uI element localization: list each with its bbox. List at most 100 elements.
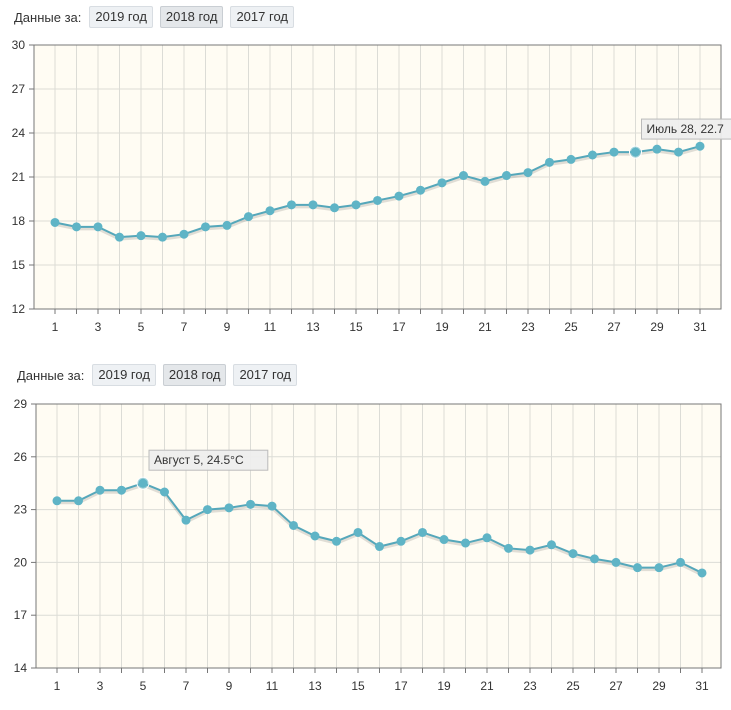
plot-area (36, 404, 721, 668)
year-button-2017[interactable]: 2017 год (230, 6, 294, 28)
data-point (330, 203, 339, 213)
data-point (523, 168, 533, 178)
data-for-label: Данные за: (17, 367, 85, 383)
data-point (416, 185, 425, 195)
year-button-2018[interactable]: 2018 год (159, 6, 224, 28)
data-point (611, 557, 621, 567)
data-point (181, 515, 191, 525)
data-point (504, 543, 513, 553)
data-point (588, 150, 597, 160)
data-point (697, 568, 707, 578)
x-tick-label: 11 (264, 320, 277, 334)
year-button-2018[interactable]: 2018 год (162, 364, 227, 386)
data-point (95, 485, 105, 495)
data-point (633, 563, 642, 573)
year-button-2017[interactable]: 2017 год (233, 364, 297, 386)
data-point (310, 531, 320, 541)
x-tick-label: 5 (140, 679, 147, 693)
data-point (93, 222, 103, 232)
highlighted-point (136, 476, 150, 490)
data-point (674, 147, 683, 157)
x-tick-label: 13 (306, 320, 320, 334)
y-tick-label: 26 (14, 450, 28, 464)
data-point (373, 195, 382, 205)
y-tick-label: 18 (12, 214, 26, 228)
data-point (201, 222, 210, 232)
data-point (265, 206, 275, 216)
data-point (566, 154, 576, 164)
year-button-2019[interactable]: 2019 год (89, 6, 153, 28)
highlighted-point (629, 145, 642, 159)
x-tick-label: 23 (523, 679, 537, 693)
x-tick-label: 29 (652, 679, 666, 693)
x-tick-label: 9 (224, 320, 231, 334)
x-tick-label: 1 (52, 320, 59, 334)
data-point (351, 200, 361, 210)
y-tick-label: 15 (12, 258, 26, 272)
data-point (52, 496, 62, 506)
y-tick-label: 12 (12, 302, 26, 316)
tooltip-box (148, 449, 269, 471)
data-point (375, 542, 384, 552)
x-tick-label: 7 (183, 679, 190, 693)
x-tick-label: 13 (308, 679, 322, 693)
data-point (353, 527, 363, 537)
data-point (222, 220, 232, 230)
tooltip-text: Август 5, 24.5°C (154, 453, 244, 467)
data-point (590, 554, 599, 564)
data-point (158, 232, 167, 242)
data-point (224, 503, 234, 513)
y-tick-label: 17 (14, 608, 28, 622)
data-point (654, 563, 664, 573)
data-point (545, 157, 554, 167)
x-tick-label: 31 (693, 320, 707, 334)
x-tick-label: 21 (480, 679, 494, 693)
y-tick-label: 23 (14, 503, 28, 517)
y-tick-label: 14 (14, 661, 28, 675)
x-tick-label: 19 (437, 679, 451, 693)
data-point (482, 533, 492, 543)
plot-border (35, 403, 722, 669)
x-tick-label: 11 (266, 679, 279, 693)
data-point (72, 222, 81, 232)
data-for-label: Данные за: (14, 9, 82, 25)
data-point (652, 144, 662, 154)
x-tick-label: 3 (95, 320, 102, 334)
x-tick-label: 15 (351, 679, 365, 693)
data-point (244, 212, 253, 222)
x-tick-label: 9 (226, 679, 233, 693)
data-point (568, 549, 578, 559)
data-point (50, 217, 60, 227)
data-point (418, 527, 427, 537)
y-tick-label: 30 (12, 38, 26, 52)
data-point (394, 191, 404, 201)
data-point (160, 487, 169, 497)
data-point (332, 536, 341, 546)
data-point (203, 505, 212, 515)
data-point (676, 557, 685, 567)
tooltip-text: Июль 28, 22.7 (647, 122, 725, 136)
data-point (502, 171, 511, 181)
x-tick-label: 25 (564, 320, 578, 334)
data-point (115, 232, 124, 242)
x-tick-label: 7 (181, 320, 188, 334)
y-tick-label: 20 (14, 555, 28, 569)
year-button-2019[interactable]: 2019 год (92, 364, 156, 386)
x-tick-label: 1 (54, 679, 61, 693)
x-tick-label: 27 (607, 320, 621, 334)
data-point (287, 200, 296, 210)
data-point (695, 141, 705, 151)
x-tick-label: 15 (349, 320, 363, 334)
data-point (117, 485, 126, 495)
x-tick-label: 5 (138, 320, 145, 334)
data-point (547, 540, 556, 550)
data-point (480, 176, 490, 186)
y-tick-label: 21 (12, 170, 26, 184)
year-selector: Данные за: 2019 год 2018 год 2017 год (14, 5, 301, 29)
data-point (525, 545, 535, 555)
x-tick-label: 17 (394, 679, 408, 693)
x-tick-label: 31 (695, 679, 709, 693)
data-point (396, 536, 406, 546)
